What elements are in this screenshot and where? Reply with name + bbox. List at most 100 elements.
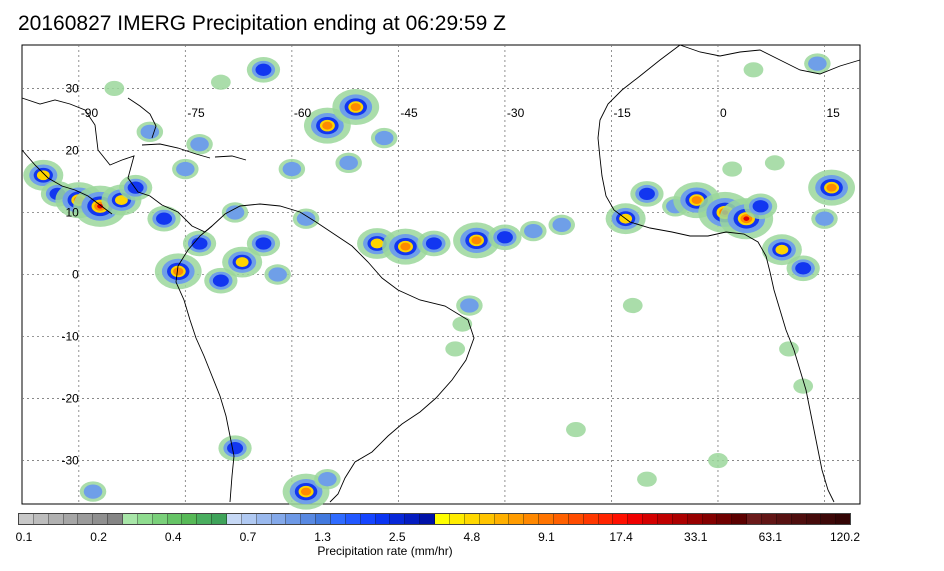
precip-cell (382, 228, 429, 265)
lat-tick-label: 30 (65, 81, 79, 95)
precip-contour (350, 103, 361, 111)
colorbar-segment (435, 514, 450, 524)
colorbar-segment (167, 514, 183, 524)
precip-cell (786, 255, 820, 282)
precip-cell (147, 205, 181, 232)
coastline-florida (127, 97, 157, 139)
colorbar-segment (390, 514, 406, 524)
precip-cell (811, 208, 838, 229)
precip-cell (204, 267, 238, 294)
lat-tick-label: -10 (61, 330, 79, 344)
colorbar-segment (568, 514, 584, 524)
colorbar-segment (761, 514, 777, 524)
colorbar-segment (93, 514, 109, 524)
precip-cell (456, 295, 483, 316)
precip-contour (127, 181, 144, 194)
precip-contour (460, 298, 479, 313)
precip-contour (815, 211, 834, 226)
coastline-africa (597, 44, 835, 503)
colorbar-segment (821, 514, 837, 524)
colorbar-segment (776, 514, 792, 524)
coastlines (21, 44, 861, 503)
colorbar-segment (524, 514, 540, 524)
colorbar-segment (539, 514, 554, 524)
precip-contour (722, 161, 743, 177)
precip-cell (222, 246, 263, 278)
precip-cell (303, 107, 351, 144)
precip-contour (235, 257, 249, 268)
precip-cell (417, 230, 451, 257)
lat-tick-label: 20 (65, 143, 79, 157)
colorbar-segment (227, 514, 242, 524)
colorbar-segment (598, 514, 614, 524)
precip-contour (176, 161, 195, 177)
precip-contour (318, 472, 337, 487)
precip-contour (743, 216, 750, 221)
precip-cell (548, 214, 575, 236)
precip-contour (115, 195, 128, 205)
precip-cell (104, 80, 125, 97)
colorbar-segment (197, 514, 213, 524)
colorbar-segment (405, 514, 421, 524)
precip-cell (264, 264, 291, 285)
precip-contour (764, 155, 785, 171)
precip-cell (630, 181, 664, 207)
lat-tick-label: -20 (61, 392, 79, 406)
precip-contour (566, 421, 586, 438)
precip-contour (104, 80, 125, 97)
lon-tick-label: -75 (187, 106, 205, 120)
colorbar-segment (48, 514, 64, 524)
colorbar-segment (256, 514, 272, 524)
precip-contour (191, 237, 208, 250)
precip-cell (218, 435, 252, 461)
precip-contour (638, 187, 655, 201)
map-title: 20160827 IMERG Precipitation ending at 0… (18, 12, 506, 35)
precip-cell (79, 481, 107, 502)
colorbar-tick-label: 120.2 (829, 530, 861, 544)
precip-cell (210, 74, 231, 90)
lon-tick-label: -90 (81, 106, 99, 120)
colorbar-segment (613, 514, 629, 524)
precip-contour (743, 62, 764, 78)
precip-contour (225, 205, 245, 220)
precip-contour (97, 204, 104, 209)
colorbar-segment (553, 514, 569, 524)
colorbar-segment (241, 514, 257, 524)
colorbar-segment (687, 514, 703, 524)
colorbar-segment (643, 514, 658, 524)
colorbar-segment (657, 514, 673, 524)
colorbar-tick-label: 9.1 (538, 530, 555, 544)
coastline-south-america (175, 203, 475, 503)
colorbar-segment (628, 514, 644, 524)
colorbar-segment (123, 514, 138, 524)
colorbar-tick-label: 33.1 (684, 530, 708, 544)
colorbar-segment (33, 514, 49, 524)
precip-cell (743, 62, 764, 78)
precip-cell (708, 452, 728, 469)
precip-contour (691, 196, 702, 205)
precip-contour (83, 484, 103, 499)
precip-cell (804, 53, 831, 74)
colorbar-segment (331, 514, 346, 524)
lon-tick-label: -45 (400, 106, 418, 120)
colorbar-segment (464, 514, 480, 524)
precip-cell (172, 158, 199, 180)
colorbar-segment (479, 514, 495, 524)
precip-cell (182, 230, 217, 257)
precip-contour (227, 442, 244, 455)
precip-contour (552, 217, 572, 233)
precip-contour (322, 121, 333, 130)
precip-cell (452, 316, 473, 332)
colorbar-segment (836, 514, 851, 524)
colorbar-segment (494, 514, 510, 524)
precip-contour (255, 63, 272, 76)
colorbar-segment (301, 514, 317, 524)
coastline-north-africa (679, 44, 861, 75)
colorbar-segment (182, 514, 198, 524)
colorbar-segment (137, 514, 153, 524)
precip-contour (471, 236, 482, 245)
colorbar-tick-label: 0.2 (90, 530, 107, 544)
colorbar-segment (78, 514, 94, 524)
colorbar-segment (108, 514, 124, 524)
